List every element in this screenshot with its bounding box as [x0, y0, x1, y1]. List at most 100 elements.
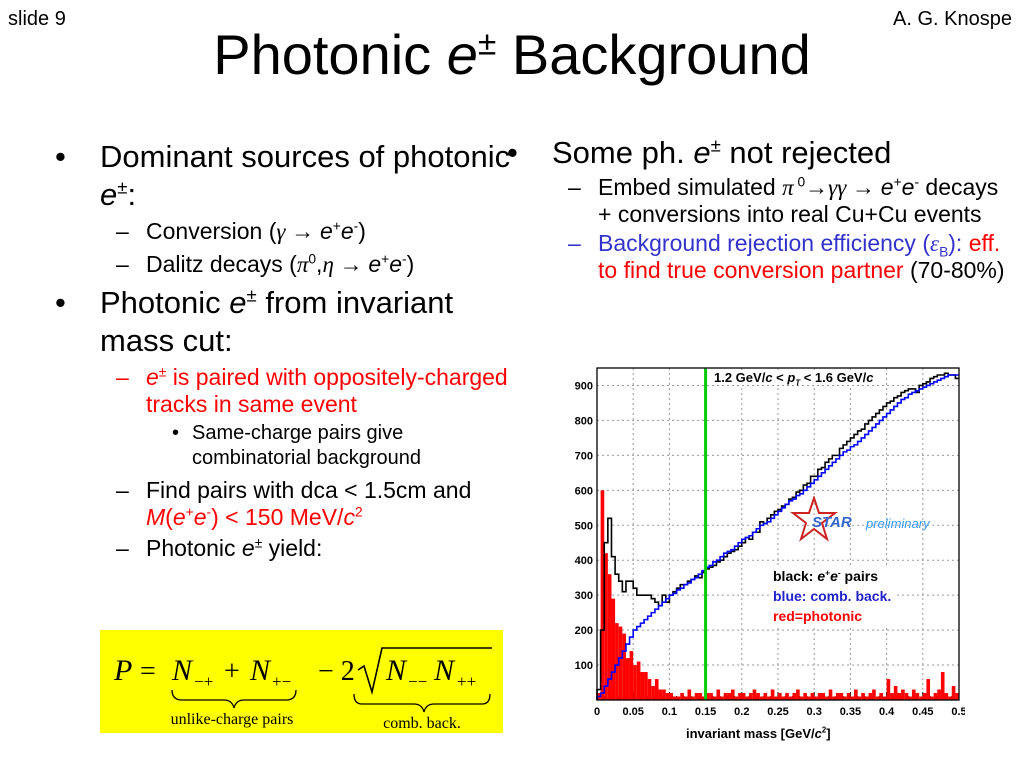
x-tick-label: 0.45 — [912, 706, 933, 718]
histogram-svg: 100 200 300 400 500 600 700 800 900 0 0.05 0.1 0.15 0… — [575, 367, 967, 718]
bar-photonic — [756, 693, 760, 700]
bar-photonic — [854, 689, 858, 700]
bar-photonic — [955, 693, 959, 700]
y-tick-label: 700 — [575, 450, 593, 462]
bar-photonic — [607, 574, 612, 700]
sub-bullet-dalitz: – Dalitz decays (π0,η → e+e-) — [116, 251, 415, 277]
bar-photonic — [785, 693, 789, 700]
bar-photonic — [683, 696, 688, 700]
bar-photonic — [806, 696, 811, 700]
bar-photonic — [810, 693, 815, 700]
bar-photonic — [741, 693, 746, 700]
bar-photonic — [680, 693, 684, 700]
y-tick-label: 600 — [575, 485, 593, 497]
bar-photonic — [640, 672, 645, 700]
x-tick-label: 0.5 — [951, 706, 965, 718]
bar-photonic — [669, 693, 674, 700]
bar-photonic — [901, 689, 905, 700]
bar-photonic — [886, 679, 891, 700]
left-column: • Dominant sources of photonic e±: – Con… — [55, 138, 520, 562]
bar-photonic — [687, 689, 692, 700]
bar-photonic — [759, 696, 764, 700]
bar-photonic — [926, 679, 931, 700]
bar-photonic — [629, 651, 634, 700]
bar-photonic — [864, 696, 869, 700]
bar-photonic — [850, 696, 855, 700]
bar-photonic — [843, 696, 847, 700]
bar-photonic — [633, 665, 637, 700]
bullet-dominant-sources: • Dominant sources of photonic e±: — [55, 139, 511, 212]
y-tick-label: 900 — [575, 380, 593, 392]
bullet-photonic-from-cut: • Photonic e± from invariant mass cut: — [55, 284, 454, 358]
bar-photonic — [709, 693, 713, 700]
bar-photonic — [799, 696, 804, 700]
bar-photonic — [676, 696, 681, 700]
bar-photonic — [730, 689, 735, 700]
bar-photonic — [839, 693, 844, 700]
bar-photonic — [622, 633, 626, 700]
bar-photonic — [615, 623, 619, 700]
bullet-some-not-rejected: • Some ph. e± not rejected — [507, 134, 892, 170]
bar-photonic — [832, 696, 836, 700]
bar-photonic — [767, 696, 771, 700]
bar-photonic — [723, 693, 728, 700]
underbrace-comb — [353, 693, 491, 713]
bar-photonic — [908, 696, 912, 700]
x-tick-label: 0 — [594, 706, 600, 718]
bar-photonic — [745, 696, 750, 700]
bar-photonic — [694, 693, 699, 700]
formula-N2: N — [249, 654, 272, 687]
bar-photonic — [778, 693, 782, 700]
y-tick-label: 200 — [575, 625, 593, 637]
title-text: Photonic — [213, 23, 447, 86]
bar-photonic — [915, 693, 920, 700]
bar-photonic — [814, 696, 818, 700]
bar-photonic — [727, 693, 731, 700]
formula-N3: N — [385, 654, 408, 687]
bar-photonic — [792, 693, 797, 700]
title-e: e — [446, 23, 478, 86]
right-column: • Some ph. e± not rejected – Embed simul… — [507, 134, 1012, 284]
bar-photonic — [788, 696, 793, 700]
bar-photonic — [904, 693, 909, 700]
slide-title: Photonic e± Background — [0, 22, 1024, 87]
legend-blue: blue: comb. back. — [773, 588, 892, 604]
slide-number: slide 9 — [8, 8, 66, 30]
bar-photonic — [636, 661, 641, 700]
formula-P: P — [113, 654, 132, 687]
formula-sub-mp: −+ — [194, 672, 213, 691]
label-unlike-charge-pairs: unlike-charge pairs — [171, 711, 294, 728]
author: A. G. Knospe — [893, 8, 1012, 30]
bar-photonic — [734, 696, 739, 700]
formula-plus: + — [224, 656, 240, 687]
bar-photonic — [919, 696, 923, 700]
bar-photonic — [803, 693, 807, 700]
y-tick-label: 300 — [575, 590, 593, 602]
bar-photonic — [944, 693, 949, 700]
plot-frame — [596, 367, 960, 701]
y-tick-label: 100 — [575, 660, 593, 672]
bar-photonic — [665, 693, 670, 700]
x-tick-label: 0.2 — [734, 706, 749, 718]
x-axis-label: invariant mass [GeV/c2] — [686, 725, 831, 741]
bar-photonic — [846, 693, 851, 700]
bar-photonic — [720, 696, 724, 700]
bar-photonic — [951, 686, 956, 700]
x-tick-label: 0.35 — [840, 706, 861, 718]
formula-N4: N — [433, 654, 456, 687]
plot-legend: black: e+e- pairs blue: comb. back. red=… — [770, 566, 895, 626]
bar-photonic — [821, 693, 826, 700]
underbrace-unlike — [171, 689, 297, 709]
bar-photonic — [600, 490, 605, 700]
bar-photonic — [604, 553, 608, 700]
bar-photonic — [911, 689, 916, 700]
bar-photonic — [716, 689, 721, 700]
bar-photonic — [749, 693, 753, 700]
bar-photonic — [825, 696, 829, 700]
bar-photonic — [893, 686, 898, 700]
sub-bullet-dca: – Find pairs with dca < 1.5cm and M(e+e-… — [116, 477, 472, 530]
bar-photonic — [857, 696, 862, 700]
bar-photonic — [698, 693, 702, 700]
bar-photonic — [654, 679, 659, 700]
formula-sub-mm: −− — [408, 672, 427, 691]
